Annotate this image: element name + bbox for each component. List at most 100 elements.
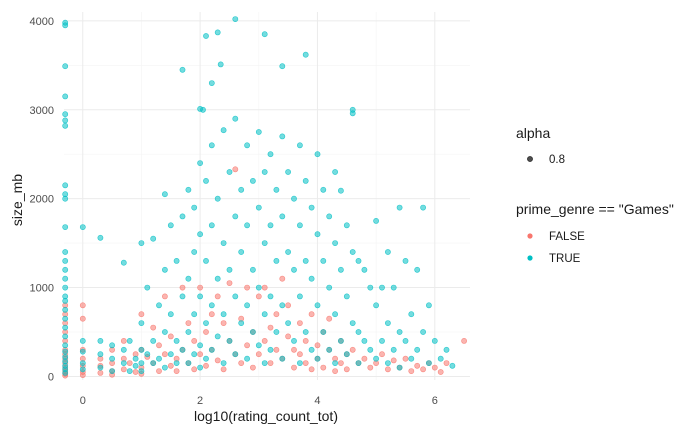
- point-true: [173, 360, 180, 366]
- point-true: [97, 234, 104, 241]
- point-true: [62, 324, 69, 331]
- point-true: [62, 266, 69, 273]
- point-true: [191, 204, 198, 211]
- point-true: [361, 266, 368, 273]
- point-true: [337, 266, 344, 273]
- x-tick-labels: 0 2 4 6: [80, 395, 438, 407]
- point-true: [138, 240, 145, 246]
- point-true: [191, 311, 198, 318]
- point-true: [296, 360, 303, 366]
- point-true: [384, 360, 391, 366]
- point-true: [226, 169, 233, 175]
- point-true: [408, 311, 415, 318]
- point-true: [109, 342, 115, 349]
- point-false: [220, 320, 227, 326]
- point-false: [308, 366, 315, 373]
- point-true: [238, 186, 245, 193]
- point-true: [203, 355, 209, 362]
- point-true: [285, 249, 291, 255]
- point-true: [296, 293, 303, 300]
- point-true: [255, 204, 262, 211]
- point-false: [291, 346, 297, 353]
- point-true: [161, 266, 168, 273]
- point-true: [79, 348, 86, 355]
- point-true: [320, 329, 327, 335]
- point-true: [220, 311, 227, 318]
- point-true: [232, 293, 239, 300]
- point-true: [249, 266, 256, 273]
- point-true: [238, 320, 245, 326]
- point-true: [414, 346, 421, 353]
- legend-key-alpha: [527, 156, 533, 162]
- point-true: [232, 213, 239, 220]
- point-false: [431, 364, 438, 371]
- point-true: [291, 337, 297, 344]
- y-tick-label: 1000: [30, 283, 54, 295]
- point-false: [420, 366, 426, 373]
- point-true: [320, 186, 327, 193]
- point-true: [197, 293, 203, 300]
- x-tick-label: 0: [80, 395, 86, 407]
- point-false: [285, 333, 291, 340]
- point-true: [203, 257, 209, 264]
- point-true: [373, 355, 379, 362]
- point-true: [185, 329, 192, 335]
- point-false: [156, 342, 162, 349]
- point-false: [296, 351, 303, 358]
- x-tick-label: 2: [197, 395, 203, 407]
- point-false: [302, 360, 309, 366]
- point-false: [320, 364, 327, 371]
- point-false: [273, 311, 280, 318]
- point-true: [126, 337, 133, 344]
- point-true: [285, 169, 291, 175]
- point-false: [267, 360, 274, 366]
- point-true: [425, 360, 432, 366]
- point-true: [308, 275, 315, 282]
- point-true: [302, 177, 309, 184]
- point-false: [120, 337, 127, 344]
- point-true: [179, 213, 186, 220]
- point-true: [332, 360, 338, 366]
- point-false: [302, 337, 309, 344]
- point-true: [161, 364, 168, 371]
- point-true: [343, 351, 350, 358]
- point-true: [167, 222, 174, 229]
- point-true: [373, 302, 379, 309]
- point-false: [226, 280, 233, 286]
- point-true: [255, 284, 262, 291]
- point-true: [349, 110, 356, 117]
- point-true: [208, 346, 215, 353]
- point-false: [349, 346, 356, 353]
- point-false: [203, 362, 209, 369]
- point-true: [138, 346, 145, 353]
- point-true: [349, 249, 356, 255]
- point-true: [62, 22, 69, 29]
- point-true: [150, 360, 157, 366]
- point-false: [308, 311, 315, 318]
- point-true: [62, 315, 69, 322]
- point-true: [200, 106, 206, 113]
- point-true: [314, 302, 321, 309]
- point-true: [62, 224, 69, 230]
- point-true: [191, 249, 198, 255]
- point-true: [79, 366, 86, 373]
- series-true-points: [62, 16, 456, 376]
- point-true: [62, 284, 69, 291]
- point-true: [109, 355, 115, 362]
- point-false: [285, 302, 291, 309]
- point-true: [408, 355, 415, 362]
- point-true: [220, 127, 227, 134]
- point-false: [461, 337, 467, 344]
- point-true: [279, 355, 286, 362]
- point-true: [97, 364, 104, 371]
- point-false: [343, 366, 350, 373]
- point-true: [238, 249, 245, 255]
- point-true: [138, 320, 145, 326]
- point-true: [197, 364, 203, 371]
- point-true: [62, 117, 69, 124]
- point-true: [144, 351, 151, 358]
- point-false: [261, 284, 268, 291]
- x-axis-title: log10(rating_count_tot): [194, 408, 338, 424]
- point-true: [443, 346, 450, 353]
- point-true: [291, 195, 297, 202]
